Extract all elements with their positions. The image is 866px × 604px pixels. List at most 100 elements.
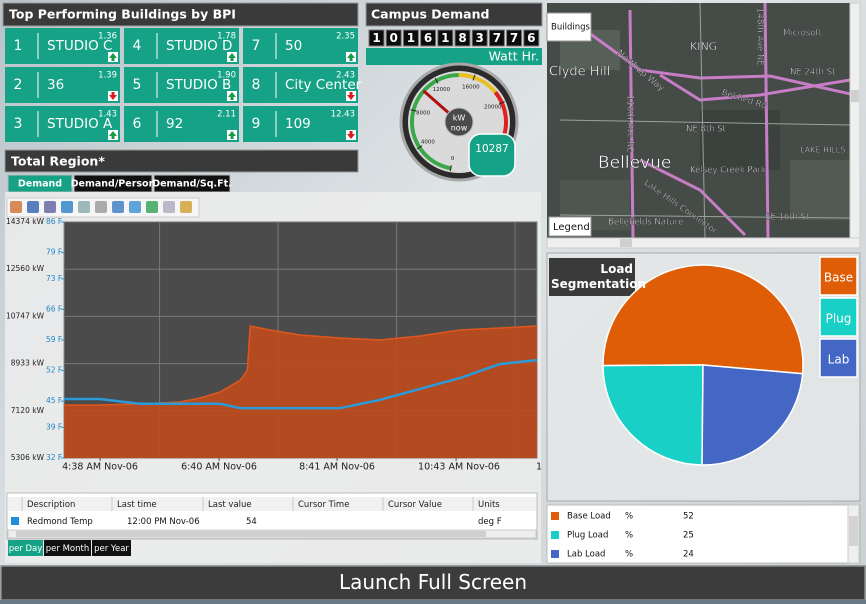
map-label: NE 24th St [790, 68, 836, 78]
x-tick-label: 1 [536, 462, 542, 473]
tile-bpi: 2.43 [336, 71, 355, 81]
toolbar-icon[interactable] [180, 201, 192, 213]
line [64, 358, 538, 410]
tile-bpi: 2.35 [336, 32, 355, 42]
row-label: Plug Load [567, 531, 608, 541]
area [64, 326, 537, 458]
toolbar-icon[interactable] [146, 201, 158, 213]
toolbar-icon[interactable] [61, 201, 73, 213]
launch-button[interactable] [0, 565, 866, 601]
period-label: per Day [9, 544, 43, 554]
street [559, 119, 850, 126]
digit-box [523, 29, 540, 47]
scrollbar [849, 2, 861, 239]
taskbar-strip [0, 600, 866, 604]
tile-bg[interactable] [243, 106, 358, 142]
toolbar-icon[interactable] [10, 201, 22, 213]
period-button[interactable] [92, 540, 131, 556]
tile-name: STUDIO C [47, 38, 112, 54]
map-label: Bellefields Nature [608, 218, 683, 228]
map-button[interactable] [546, 12, 592, 42]
tile-bg[interactable] [124, 106, 239, 142]
x-tick-label: 4:38 AM Nov-06 [62, 462, 138, 473]
toolbar-icon[interactable] [112, 201, 124, 213]
y-tick-label: 14374 kW [6, 217, 45, 226]
scrollbar [546, 237, 861, 249]
pie-slice [602, 364, 704, 466]
legend-button[interactable] [819, 297, 858, 337]
gauge-band [410, 73, 459, 171]
table-cell: 54 [246, 517, 257, 527]
toolbar-icon[interactable] [78, 201, 90, 213]
road [659, 73, 850, 102]
tile-bg[interactable] [5, 28, 120, 64]
gauge-tick-label: 20000 [484, 104, 502, 110]
building-tile: 1 STUDIO C1.36 [5, 28, 120, 64]
toolbar-icon[interactable] [27, 201, 39, 213]
y2-tick-label: 86 F [46, 217, 62, 226]
y-tick-label: 7120 kW [11, 406, 45, 415]
trend-arrow [228, 53, 236, 61]
road [584, 28, 850, 96]
legend-label: Plug [826, 312, 852, 326]
tile-bg[interactable] [5, 67, 120, 103]
row-unit: % [625, 512, 633, 522]
gauge-tick-label: 12000 [433, 87, 451, 93]
building-tile: 6 92 2.11 [124, 106, 239, 142]
launch-label: Launch Full Screen [339, 570, 527, 594]
legend-label: Lab [828, 353, 850, 367]
row-swatch [551, 512, 559, 520]
toolbar-icon[interactable] [163, 201, 175, 213]
column-header: Units [478, 500, 500, 510]
y-tick-label: 10747 kW [6, 311, 45, 320]
tile-name: 92 [166, 116, 183, 132]
trend-arrow [109, 53, 117, 61]
gauge-unit: kW [453, 114, 466, 123]
toolbar-icon[interactable] [95, 201, 107, 213]
gauge-tick-label: 4000 [421, 140, 435, 146]
building-tile: 4 STUDIO D1.78 [124, 28, 239, 64]
legend-button[interactable] [548, 216, 592, 237]
trend-arrow [347, 53, 355, 61]
row-swatch [551, 531, 559, 539]
legend-button[interactable] [819, 256, 858, 296]
scroll-thumb[interactable] [849, 516, 858, 546]
tile-bpi: 1.90 [217, 71, 236, 81]
period-button[interactable] [44, 540, 91, 556]
counter-digit: 1 [441, 31, 449, 45]
tile-bg[interactable] [5, 106, 120, 142]
scroll-thumb[interactable] [851, 90, 859, 102]
period-button[interactable] [8, 540, 43, 556]
unit-bar [366, 48, 542, 65]
tile-bg[interactable] [124, 67, 239, 103]
toolbar-icon[interactable] [44, 201, 56, 213]
gauge-tick [434, 77, 439, 84]
gauge-band [458, 73, 497, 94]
gauge-tick-label: 0 [451, 156, 455, 162]
road [639, 158, 747, 237]
map-label: Bellevue [598, 153, 671, 173]
legend-button[interactable] [819, 338, 858, 378]
column-header: Description [27, 500, 75, 510]
tile-bg[interactable] [243, 28, 358, 64]
row-value: 25 [683, 531, 694, 541]
map-button-label: Buildings [551, 23, 590, 33]
tile-bpi: 2.11 [217, 110, 236, 120]
y2-tick-label: 45 F [46, 396, 62, 405]
scroll-thumb[interactable] [16, 531, 486, 537]
tile-bg[interactable] [124, 28, 239, 64]
tile-bpi: 1.39 [98, 71, 117, 81]
tile-name: STUDIO A [47, 116, 113, 132]
building-tile: 3 STUDIO A1.43 [5, 106, 120, 142]
tile-rank: 8 [252, 77, 261, 93]
y2-tick-label: 66 F [46, 304, 62, 313]
panel-title: Campus Demand [371, 7, 489, 22]
counter-digit: 0 [390, 31, 398, 45]
tile-rank: 9 [252, 116, 261, 132]
scroll-thumb[interactable] [620, 239, 632, 247]
toolbar-icon[interactable] [129, 201, 141, 213]
tile-bg[interactable] [243, 67, 358, 103]
row-unit: % [625, 550, 633, 560]
